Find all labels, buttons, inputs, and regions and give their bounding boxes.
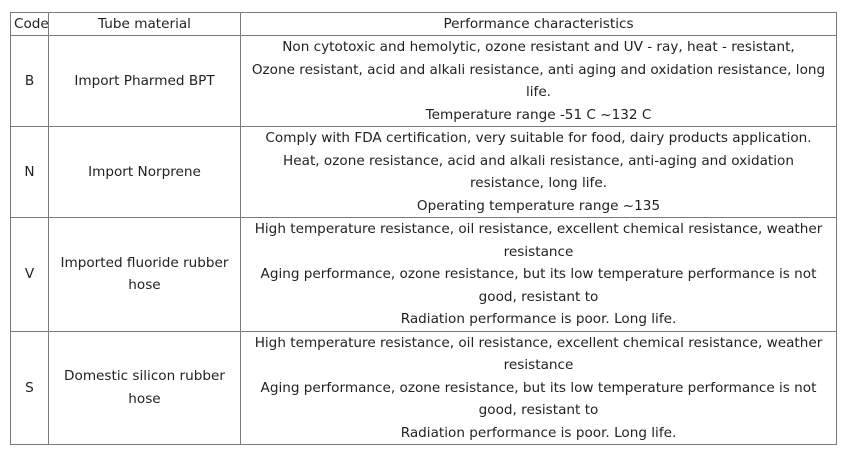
code-cell: V xyxy=(10,217,49,332)
performance-line: Radiation performance is poor. Long life… xyxy=(400,311,677,327)
table-row: V Imported fluoride rubber hose High tempe… xyxy=(10,217,837,332)
performance-cell: Non cytotoxic and hemolytic, ozone resis… xyxy=(240,35,837,127)
header-cell: Code xyxy=(10,12,49,36)
performance-line: Comply with FDA certification, very suit… xyxy=(265,130,812,146)
performance-line: Radiation performance is poor. Long life… xyxy=(400,424,677,441)
table-row: S Domestic silicon rubber hose High temper… xyxy=(10,330,837,445)
performance-line: Aging performance, ozone resistance, but… xyxy=(260,379,817,419)
performance-line: Ozone resistant, acid and alkali resista… xyxy=(251,61,826,101)
material-cell: Domestic silicon rubber hose xyxy=(48,330,241,445)
performance-line: High temperature resistance, oil resista… xyxy=(254,221,823,260)
code-cell: N xyxy=(10,126,49,218)
header-cell: Performance characteristics xyxy=(240,12,837,36)
performance-line: Temperature range -51 C ~132 C xyxy=(425,106,652,123)
table-body: B Import Pharmed BPT Non cytotoxic and hem… xyxy=(10,35,837,445)
performance-line: Non cytotoxic and hemolytic, ozone resis… xyxy=(282,39,795,55)
performance-cell: High temperature resistance, oil resista… xyxy=(240,330,837,445)
performance-line: High temperature resistance, oil resista… xyxy=(254,334,823,374)
table-row: B Import Pharmed BPT Non cytotoxic and hem… xyxy=(10,35,837,127)
performance-line: Aging performance, ozone resistance, but… xyxy=(260,266,817,305)
code-cell: B xyxy=(10,35,49,127)
performance-cell: Comply with FDA certification, very suit… xyxy=(240,126,837,218)
material-cell: Import Pharmed BPT xyxy=(48,35,241,127)
table-row: N Import Norprene Comply with FDA certific… xyxy=(10,126,837,218)
header-row: Code Tube material Performance character… xyxy=(10,12,837,36)
material-cell: Imported fluoride rubber hose xyxy=(48,217,241,332)
performance-line: Operating temperature range ~135 xyxy=(416,197,661,214)
material-cell: Import Norprene xyxy=(48,126,241,218)
table: Code Tube material Performance character… xyxy=(10,12,837,445)
performance-cell: High temperature resistance, oil resista… xyxy=(240,217,837,332)
header-cell: Tube material xyxy=(48,12,241,36)
code-cell: S xyxy=(10,330,49,445)
performance-line: Heat, ozone resistance, acid and alkali … xyxy=(283,152,794,192)
